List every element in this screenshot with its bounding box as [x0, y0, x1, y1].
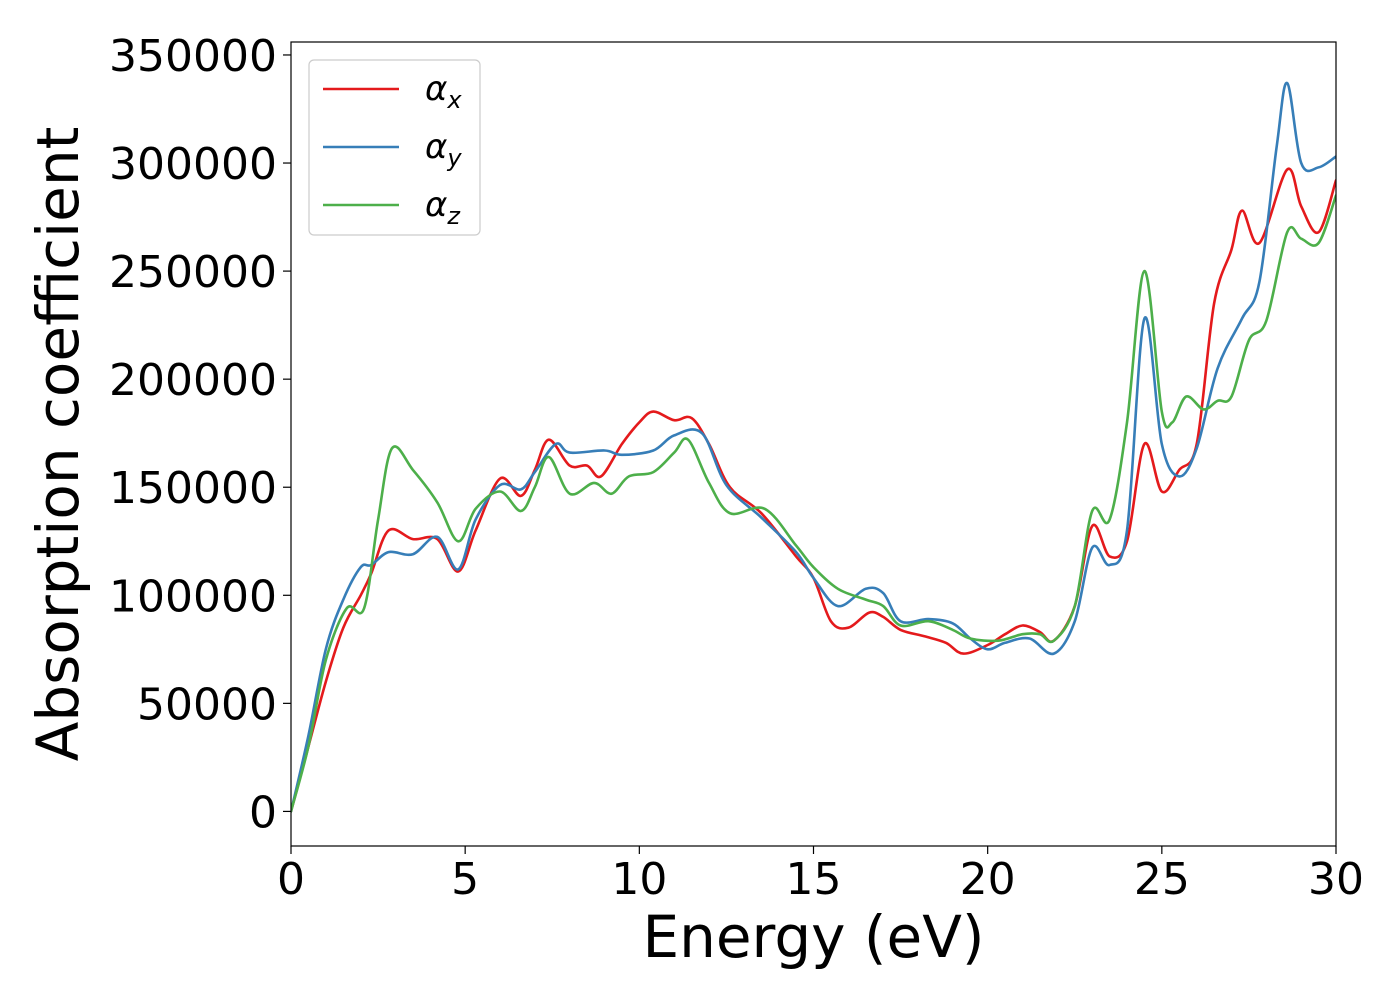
y-tick-label: 150000 [109, 463, 277, 514]
x-tick-label: 0 [277, 854, 305, 905]
legend-label-x: αx [425, 69, 462, 114]
legend: αx αy αz [308, 59, 481, 236]
y-tick-label: 100000 [109, 571, 277, 622]
x-tick-label: 15 [786, 854, 842, 905]
y-axis-label: Absorption coefficient [24, 127, 92, 762]
y-tick-label: 50000 [137, 679, 277, 730]
legend-label-z: αz [425, 185, 461, 230]
x-axis-label: Energy (eV) [642, 903, 984, 971]
series-line-y [291, 81, 1336, 813]
y-tick-label: 200000 [109, 355, 277, 406]
y-tick-label: 350000 [109, 31, 277, 82]
x-tick-label: 25 [1134, 854, 1190, 905]
y-tick-label: 0 [249, 787, 277, 838]
y-tick-label: 300000 [109, 139, 277, 190]
plot-lines [291, 81, 1336, 813]
x-tick-label: 30 [1308, 854, 1364, 905]
legend-label-y: αy [425, 127, 462, 172]
y-axis-ticks: 0 50000 100000 150000 200000 250000 300000 3500… [109, 31, 291, 838]
x-axis-ticks: 0 5 10 15 20 25 30 [277, 846, 1364, 905]
x-tick-label: 10 [611, 854, 667, 905]
x-tick-label: 5 [451, 854, 479, 905]
series-line-z [291, 194, 1336, 813]
y-tick-label: 250000 [109, 247, 277, 298]
x-tick-label: 20 [960, 854, 1016, 905]
series-line-x [291, 167, 1336, 813]
